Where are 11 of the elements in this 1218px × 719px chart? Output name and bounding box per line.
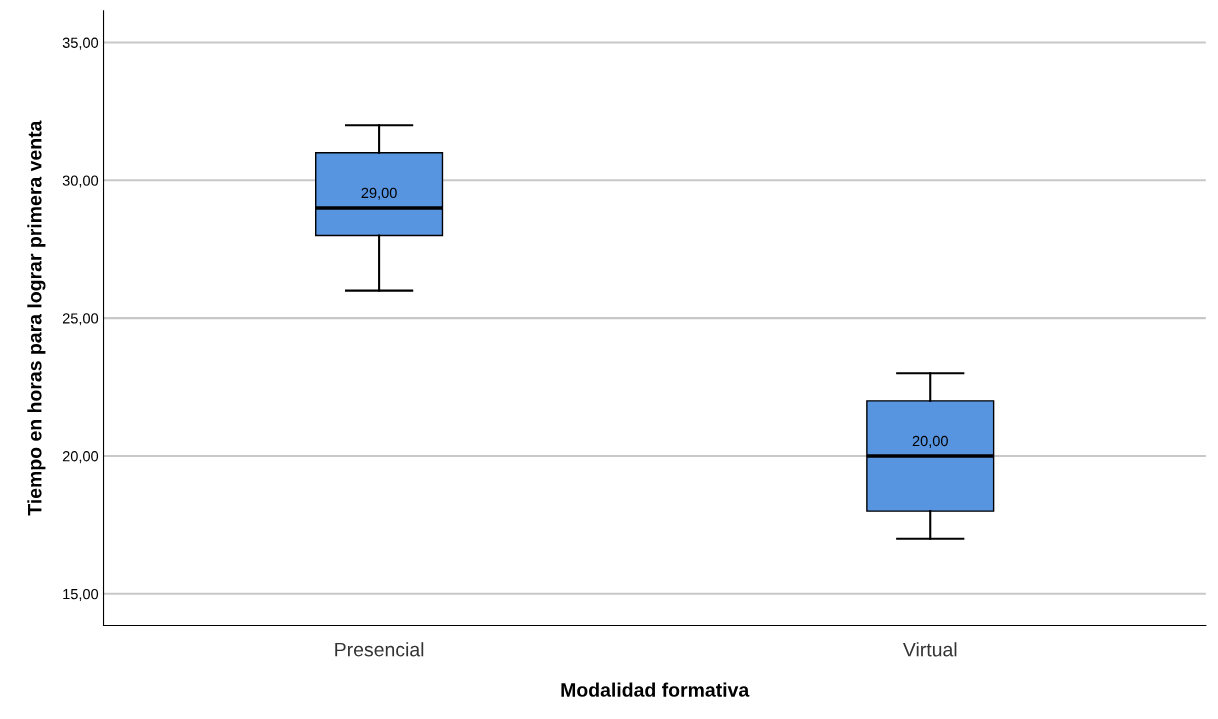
x-tick-label: Virtual (902, 642, 957, 657)
y-tick-label: 15,00 (63, 588, 99, 601)
y-tick-label: 30,00 (62, 175, 99, 188)
y-tick-label: 20,00 (62, 451, 99, 464)
y-tick-label: 35,00 (62, 37, 99, 50)
y-tick-label: 25,00 (62, 313, 99, 326)
x-tick-label: Presencial (335, 642, 424, 657)
y-axis-title: Tiempo en horas para lograr primera venta (27, 120, 46, 516)
annotation: 20,00 (912, 435, 948, 448)
x-axis-title: Modalidad formativa (561, 682, 750, 697)
annotation: 29,00 (361, 187, 397, 200)
